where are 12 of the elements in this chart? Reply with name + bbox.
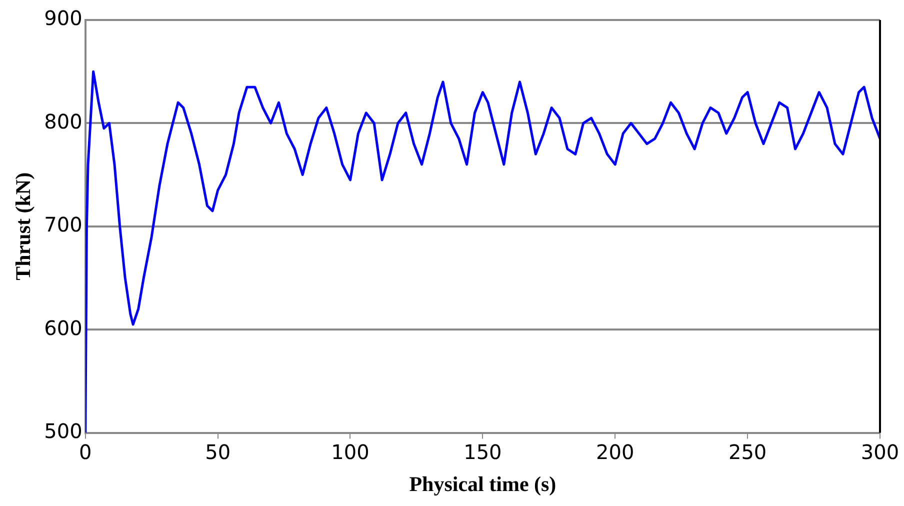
x-axis-title: Physical time (s) <box>409 472 556 496</box>
x-tick-label: 250 <box>728 440 767 464</box>
y-tick-label: 700 <box>44 212 82 237</box>
x-tick-label: 150 <box>464 440 502 464</box>
y-tick-label: 900 <box>44 6 82 30</box>
y-axis-title: Thrust (kN) <box>11 172 36 280</box>
x-tick-label: 200 <box>596 440 634 464</box>
y-tick-label: 600 <box>44 316 82 340</box>
y-tick-label: 800 <box>44 109 82 134</box>
x-tick-label: 300 <box>860 440 900 464</box>
x-tick-label: 100 <box>331 440 370 464</box>
x-tick-label: 50 <box>205 440 231 464</box>
